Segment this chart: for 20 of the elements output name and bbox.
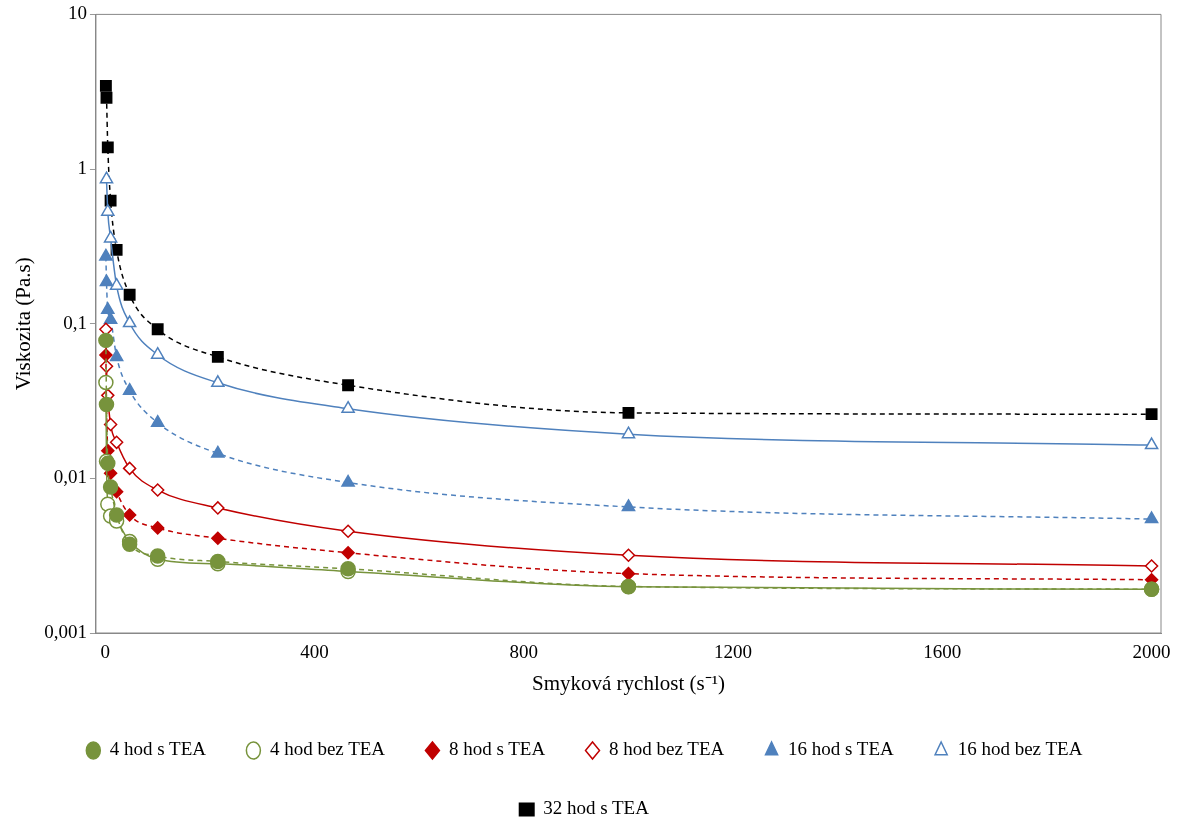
x-tick-label: 2000 — [1132, 641, 1171, 663]
legend-label: 4 hod s TEA — [109, 738, 207, 760]
x-tick-label: 400 — [300, 641, 329, 663]
legend-label: 8 hod bez TEA — [609, 738, 725, 760]
x-tick-label: 800 — [509, 641, 539, 663]
y-tick-label: 0,1 — [63, 311, 87, 333]
x-tick-label: 1200 — [714, 641, 753, 663]
x-tick-label: 0 — [100, 641, 111, 663]
y-tick-label: 0,001 — [44, 620, 87, 642]
legend-label: 32 hod s TEA — [543, 797, 650, 819]
y-tick-label: 0,01 — [53, 466, 87, 488]
legend-label: 8 hod s TEA — [448, 738, 546, 760]
legend-label: 16 hod bez TEA — [957, 738, 1083, 760]
y-tick-label: 1 — [77, 157, 87, 179]
legend-label: 4 hod bez TEA — [269, 738, 386, 760]
x-tick-label: 1600 — [923, 641, 962, 663]
y-axis-title: Viskozita (Pa.s) — [11, 257, 36, 391]
legend-label: 16 hod s TEA — [788, 738, 895, 760]
y-tick-label: 10 — [67, 2, 87, 24]
x-axis-title: Smyková rychlost (s⁻¹) — [532, 670, 725, 695]
